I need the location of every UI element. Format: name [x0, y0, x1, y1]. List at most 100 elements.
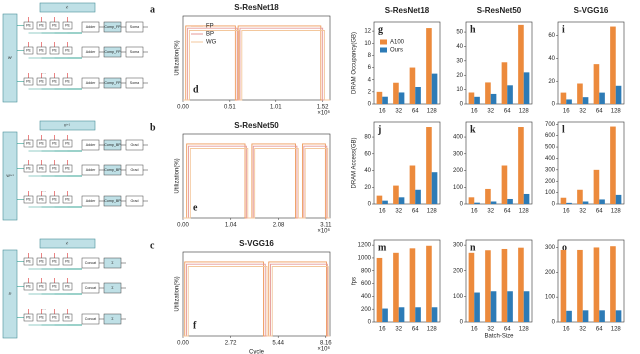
panel-letter: n — [470, 242, 476, 253]
legend-label: WG — [206, 40, 217, 46]
line — [183, 143, 330, 219]
block-label: Grad — [131, 168, 139, 172]
top-label: xᵗ — [66, 241, 69, 245]
plot-frame — [465, 21, 533, 105]
pe-label: PE — [65, 285, 70, 289]
x-tick-label: 128 — [427, 327, 438, 333]
x-tick-label: 16 — [379, 109, 386, 115]
block-label: Σ — [111, 261, 114, 265]
bar — [507, 291, 513, 322]
bar — [615, 85, 622, 104]
pe-label: PE — [65, 167, 70, 171]
bar — [415, 189, 421, 204]
x-multiplier: ×10⁶ — [317, 110, 330, 117]
x-tick-label: 0.00 — [177, 341, 189, 347]
bar — [523, 72, 530, 104]
bar — [382, 96, 388, 104]
y-tick-label: 20 — [548, 79, 555, 85]
pe-label: PE — [26, 80, 31, 84]
x-tick-label: 1.01 — [270, 105, 282, 111]
block-label: Adder — [86, 25, 96, 29]
y-tick-label: 12 — [364, 29, 371, 35]
pe-label: PE — [52, 49, 57, 53]
pe-label: PE — [39, 80, 44, 84]
y-tick-label: 100 — [545, 190, 556, 196]
x-tick-label: 32 — [395, 327, 402, 333]
panel-letter: f — [193, 320, 197, 331]
y-tick-label: 200 — [453, 268, 464, 274]
line — [183, 266, 330, 337]
bar — [560, 92, 567, 104]
chart-title: S-ResNet50 — [477, 6, 522, 15]
bar — [577, 189, 583, 204]
plot-frame — [557, 121, 625, 205]
legend-swatch — [380, 47, 387, 53]
x-tick-label: 16 — [379, 209, 386, 215]
chart-title: S-VGG16 — [574, 6, 609, 15]
pe-label: PE — [39, 142, 44, 146]
bar — [610, 126, 616, 204]
pe-label: PE — [52, 142, 57, 146]
pe — [23, 164, 34, 173]
panel-letter: h — [470, 24, 476, 35]
bar — [409, 248, 416, 322]
pe — [36, 313, 47, 322]
bar — [560, 197, 567, 204]
bar — [393, 252, 399, 322]
x-tick-label: 128 — [611, 327, 622, 333]
x-tick-label: 16 — [471, 327, 478, 333]
x-tick-label: 128 — [519, 109, 530, 115]
panel-letter: o — [562, 242, 567, 253]
pe-label: PE — [39, 316, 44, 320]
block-label: Comp_FP — [104, 81, 121, 85]
bar — [507, 198, 513, 204]
pe-label: PE — [26, 198, 31, 202]
y-tick-label: 0 — [460, 102, 464, 108]
bar — [485, 82, 491, 104]
block-label: Comp_FP — [104, 25, 121, 29]
bar — [468, 197, 475, 204]
bar — [582, 97, 589, 104]
pe — [49, 139, 60, 148]
bar — [426, 28, 432, 104]
bar — [610, 246, 616, 322]
bar — [474, 202, 480, 204]
pe-label: PE — [52, 198, 57, 202]
pe-label: PE — [65, 24, 70, 28]
pe — [62, 313, 73, 322]
pe-label: PE — [26, 167, 31, 171]
plot-frame — [182, 251, 331, 337]
pe — [62, 77, 73, 86]
input-buffer — [2, 249, 18, 339]
legend-swatch — [380, 39, 387, 45]
plot-frame — [465, 239, 533, 323]
pe — [62, 164, 73, 173]
bar — [409, 67, 416, 104]
pe — [49, 282, 60, 291]
pe — [49, 46, 60, 55]
bar — [393, 82, 399, 104]
x-tick-label: 16 — [563, 209, 570, 215]
pe-label: PE — [26, 49, 31, 53]
y-axis-label: DRAM Access(GB) — [352, 137, 358, 188]
bar — [599, 199, 605, 204]
bar — [507, 85, 513, 104]
x-tick-label: 64 — [504, 327, 511, 333]
y-tick-label: 100 — [453, 294, 464, 300]
pe — [62, 46, 73, 55]
x-tick-label: 128 — [611, 209, 622, 215]
input-label: Wᵗ⁺¹ — [6, 174, 14, 178]
x-tick-label: 16 — [471, 209, 478, 215]
y-tick-label: 20 — [456, 73, 463, 79]
block-label: Concat — [85, 286, 96, 290]
bar — [376, 257, 383, 322]
bar — [485, 250, 491, 322]
top-buffer — [39, 2, 96, 13]
panel-letter: d — [193, 84, 199, 95]
legend-label: A100 — [390, 40, 405, 46]
y-tick-label: 400 — [453, 135, 464, 141]
ellipsis: ⋯ — [42, 190, 46, 194]
block-label: Σ — [111, 317, 114, 321]
bar — [593, 169, 600, 204]
